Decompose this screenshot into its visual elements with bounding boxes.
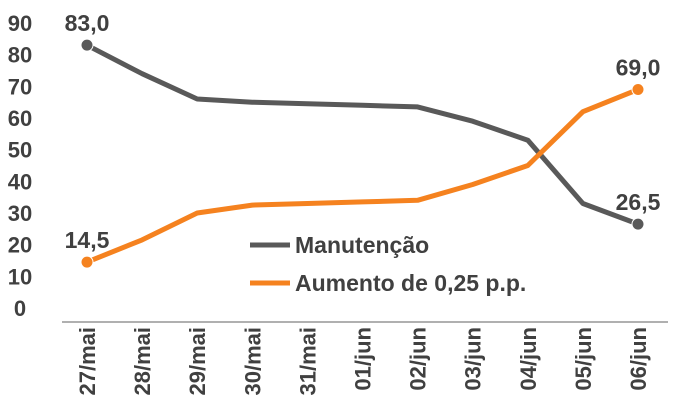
data-label: 69,0 xyxy=(616,55,661,81)
x-tick-label: 06/jun xyxy=(626,327,651,391)
series-line-1 xyxy=(84,87,641,265)
legend: Manutenção Aumento de 0,25 p.p. xyxy=(250,232,526,296)
data-labels: 83,0 26,5 14,5 69,0 xyxy=(65,10,661,253)
y-tick-label: 80 xyxy=(8,43,32,68)
x-tick-label: 05/jun xyxy=(571,327,596,391)
x-tick-label: 30/mai xyxy=(240,327,265,396)
legend-label-aumento: Aumento de 0,25 p.p. xyxy=(295,270,526,296)
y-tick-label: 0 xyxy=(14,296,26,321)
y-tick-label: 90 xyxy=(8,11,32,36)
data-label: 26,5 xyxy=(616,189,661,215)
data-point-marker xyxy=(80,255,94,269)
data-point-marker xyxy=(631,217,645,231)
y-axis: 0 10 20 30 40 50 60 70 80 90 xyxy=(8,11,32,321)
series-layer xyxy=(80,38,645,269)
y-tick-label: 40 xyxy=(8,169,32,194)
y-tick-label: 60 xyxy=(8,106,32,131)
x-tick-label: 01/jun xyxy=(351,327,376,391)
x-tick-label: 27/mai xyxy=(75,327,100,396)
y-tick-label: 70 xyxy=(8,74,32,99)
x-axis: 27/mai 28/mai 29/mai 30/mai 31/mai 01/jun 02/j… xyxy=(62,321,668,396)
y-tick-label: 20 xyxy=(8,233,32,258)
legend-label-manutencao: Manutenção xyxy=(295,232,429,258)
series-line-0 xyxy=(84,42,641,227)
y-tick-label: 10 xyxy=(8,264,32,289)
x-tick-label: 02/jun xyxy=(406,327,431,391)
x-tick-label: 31/mai xyxy=(295,327,320,396)
data-point-marker xyxy=(80,38,94,52)
y-tick-label: 30 xyxy=(8,201,32,226)
data-label: 83,0 xyxy=(65,10,110,36)
x-tick-label: 29/mai xyxy=(185,327,210,396)
y-tick-label: 50 xyxy=(8,138,32,163)
x-tick-label: 03/jun xyxy=(461,327,486,391)
legend-entry-aumento: Aumento de 0,25 p.p. xyxy=(250,270,526,296)
data-label: 14,5 xyxy=(65,227,110,253)
x-tick-label: 04/jun xyxy=(516,327,541,391)
data-point-marker xyxy=(631,83,645,96)
legend-entry-manutencao: Manutenção xyxy=(250,232,429,258)
x-tick-label: 28/mai xyxy=(130,327,155,396)
